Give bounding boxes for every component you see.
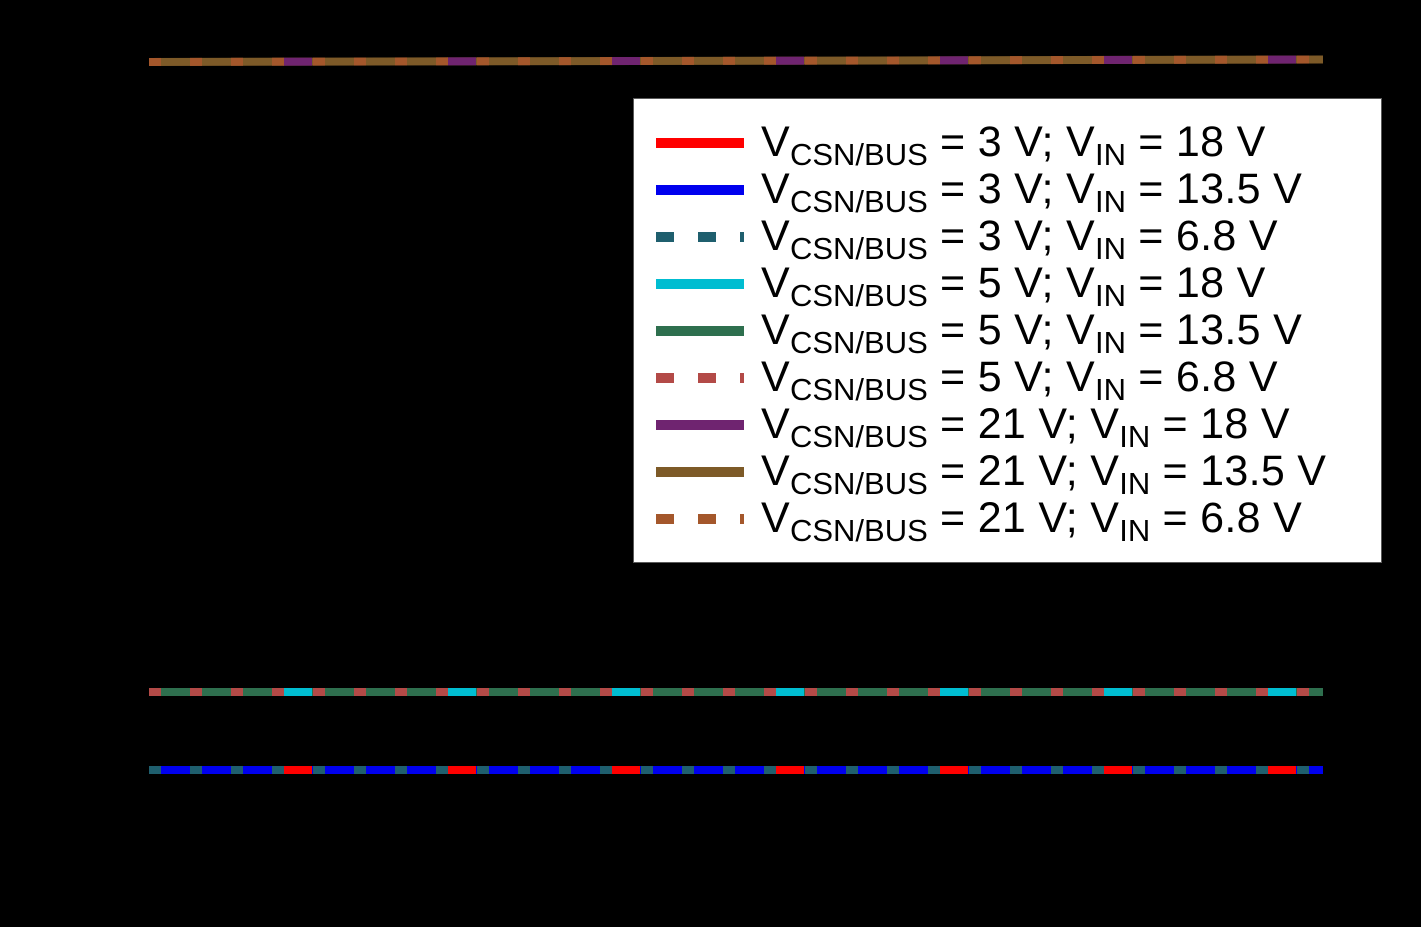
- legend-entry-label: VCSN/BUS = 21 V; VIN = 18 V: [761, 400, 1290, 454]
- legend-entry-label: VCSN/BUS = 3 V; VIN = 6.8 V: [761, 212, 1278, 266]
- legend-entry-label: VCSN/BUS = 5 V; VIN = 18 V: [761, 259, 1266, 313]
- legend-entry-label: VCSN/BUS = 5 V; VIN = 13.5 V: [761, 306, 1303, 360]
- legend-line-swatch: [656, 419, 744, 430]
- trace-group-3v: [149, 766, 1323, 774]
- legend-entry-label: VCSN/BUS = 5 V; VIN = 6.8 V: [761, 353, 1278, 407]
- legend-entry-8: VCSN/BUS = 21 V; VIN = 13.5 V: [656, 447, 1381, 501]
- legend-dashed-line-swatch: [656, 372, 744, 383]
- legend-entry-1: VCSN/BUS = 3 V; VIN = 18 V: [656, 118, 1381, 172]
- legend: VCSN/BUS = 3 V; VIN = 18 V VCSN/BUS = 3 …: [633, 98, 1382, 563]
- legend-entry-7: VCSN/BUS = 21 V; VIN = 18 V: [656, 400, 1381, 454]
- legend-entry-label: VCSN/BUS = 21 V; VIN = 6.8 V: [761, 494, 1303, 548]
- legend-line-swatch: [656, 137, 744, 148]
- legend-line-swatch: [656, 325, 744, 336]
- legend-entry-4: VCSN/BUS = 5 V; VIN = 18 V: [656, 259, 1381, 313]
- legend-line-swatch: [656, 184, 744, 195]
- legend-entry-2: VCSN/BUS = 3 V; VIN = 13.5 V: [656, 165, 1381, 219]
- legend-entry-3: VCSN/BUS = 3 V; VIN = 6.8 V: [656, 212, 1381, 266]
- trace-group-5v: [149, 688, 1323, 696]
- legend-line-swatch: [656, 466, 744, 477]
- legend-entry-label: VCSN/BUS = 3 V; VIN = 13.5 V: [761, 165, 1303, 219]
- legend-dashed-line-swatch: [656, 231, 744, 242]
- trace-group-21v: [148, 55, 1324, 66]
- legend-entry-label: VCSN/BUS = 3 V; VIN = 18 V: [761, 118, 1266, 172]
- legend-entry-label: VCSN/BUS = 21 V; VIN = 13.5 V: [761, 447, 1327, 501]
- legend-dashed-line-swatch: [656, 513, 744, 524]
- legend-line-swatch: [656, 278, 744, 289]
- legend-entry-9: VCSN/BUS = 21 V; VIN = 6.8 V: [656, 494, 1381, 548]
- legend-entry-5: VCSN/BUS = 5 V; VIN = 13.5 V: [656, 306, 1381, 360]
- legend-entry-6: VCSN/BUS = 5 V; VIN = 6.8 V: [656, 353, 1381, 407]
